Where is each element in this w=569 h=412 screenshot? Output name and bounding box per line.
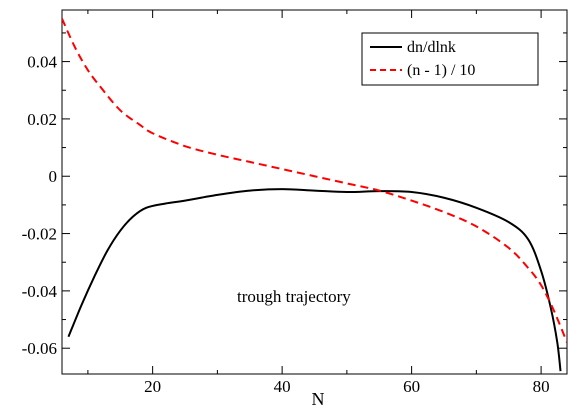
x-tick-label: 40 bbox=[274, 377, 291, 396]
legend-label-n-minus-1: (n - 1) / 10 bbox=[407, 62, 475, 79]
y-tick-label: 0.02 bbox=[27, 110, 57, 129]
plot-frame bbox=[61, 9, 568, 375]
y-tick-label: -0.04 bbox=[22, 282, 58, 301]
x-axis-label: N bbox=[312, 389, 325, 409]
x-tick-label: 20 bbox=[144, 377, 161, 396]
legend-label-dn-dlnk: dn/dlnk bbox=[407, 39, 456, 56]
legend: dn/dlnk (n - 1) / 10 bbox=[361, 32, 539, 86]
legend-box bbox=[361, 32, 539, 86]
x-tick-label: 60 bbox=[403, 377, 420, 396]
series-layer bbox=[62, 18, 567, 372]
series-line-n-minus-1 bbox=[62, 18, 567, 343]
annotation-trough-trajectory: trough trajectory bbox=[237, 287, 351, 306]
series-line-dn-dlnk bbox=[67, 188, 562, 372]
y-tick-label: 0 bbox=[49, 167, 58, 186]
y-tick-label: -0.06 bbox=[22, 339, 57, 358]
x-tick-label: 80 bbox=[533, 377, 550, 396]
y-tick-label: 0.04 bbox=[27, 53, 57, 72]
ticks: 20 40 60 80 0.04 0.02 0 -0.02 -0.04 -0.06 bbox=[22, 10, 567, 396]
y-tick-label: -0.02 bbox=[22, 225, 57, 244]
